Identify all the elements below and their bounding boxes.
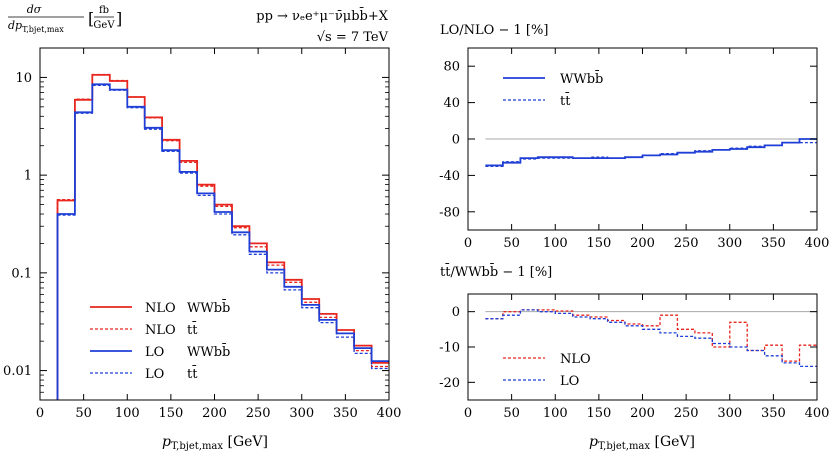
legend-label-ratio2-lo: LO <box>560 374 579 389</box>
ratio2-xtick-label-200: 200 <box>630 406 655 421</box>
legend-label-ratio1-wwbb: WWbb̄ <box>560 70 603 87</box>
main-series-layer <box>56 73 389 400</box>
ratio2-xtick-label-0: 0 <box>464 406 472 421</box>
ratio2-ytick-label-2: -20 <box>439 376 460 391</box>
main-ytick-label-1: 1 <box>24 169 32 184</box>
legend-label-ratio1-tt: tt̄ <box>560 92 571 109</box>
ratio2-series-nlo <box>485 309 817 362</box>
ratio1-xtick-label-0: 0 <box>464 236 472 251</box>
ratio1-ytick-label-1: 40 <box>443 96 460 111</box>
main-xtick-label-350: 350 <box>333 406 358 421</box>
ratio1-xtick-label-50: 50 <box>503 236 520 251</box>
legend-label-lo-tt-b: tt̄ <box>187 365 198 382</box>
main-plot: 0 50 100 150 200 250 300 350 400 10 1 0.1 0.01 NLO W… <box>3 47 402 421</box>
ratio1-series-tt <box>485 141 817 167</box>
ratio1-xtick-label-250: 250 <box>674 236 699 251</box>
process-label: pp → νₑe⁺μ⁻ν̄μbb̄+X <box>256 7 388 24</box>
ratio1-xtick-label-350: 350 <box>761 236 786 251</box>
ylabel-unit-den: GeV <box>93 20 115 31</box>
main-xtick-label-0: 0 <box>36 406 44 421</box>
ratio1-xtick-label-100: 100 <box>543 236 568 251</box>
ylabel-denominator: dpT,bjet,max <box>8 19 64 34</box>
main-xtick-label-200: 200 <box>202 406 227 421</box>
ratio1-ytick-label-2: 0 <box>452 133 460 148</box>
main-ytick-label-3: 0.01 <box>3 364 32 379</box>
legend-label-nlo-tt-a: NLO <box>145 323 176 338</box>
legend-label-lo-wwbb-b: WWbb̄ <box>187 343 230 360</box>
ratio2-xtick-label-250: 250 <box>674 406 699 421</box>
ratio2-xlabel: pT,bjet,max [GeV] <box>589 434 695 452</box>
ratio1-series-wwbb <box>485 138 817 167</box>
main-series-lo-tt <box>56 84 389 400</box>
ratio2-series-layer <box>485 309 817 368</box>
main-ytick-label-2: 0.1 <box>11 266 32 281</box>
ratio2-legend: NLO LO <box>503 352 591 389</box>
ratio2-ticks: 0 50 100 150 200 250 300 350 400 0 -10 -20 <box>439 294 829 421</box>
ratio2-series-lo <box>485 309 817 368</box>
ratio2-title: tt̄/WWbb̄ − 1 [%] <box>440 263 552 280</box>
legend-label-lo-wwbb-a: LO <box>145 345 164 360</box>
main-xtick-label-150: 150 <box>158 406 183 421</box>
ylabel-bracket-right: ] <box>116 9 122 28</box>
ratio2-ytick-label-0: 0 <box>452 305 460 320</box>
main-ylabel: dσ dpT,bjet,max [ fb GeV ] <box>8 3 122 34</box>
ratio1-xtick-label-150: 150 <box>586 236 611 251</box>
ratio2-xtick-label-100: 100 <box>543 406 568 421</box>
ylabel-numerator: dσ <box>27 3 42 16</box>
legend-label-nlo-wwbb-a: NLO <box>145 301 176 316</box>
main-legend: NLO WWbb̄ NLO tt̄ LO WWbb̄ LO tt̄ <box>90 299 230 382</box>
legend-label-ratio2-nlo: NLO <box>560 352 591 367</box>
ratio1-title: LO/NLO − 1 [%] <box>440 23 548 38</box>
main-xtick-label-50: 50 <box>75 406 92 421</box>
energy-label: √s = 7 TeV <box>317 30 389 45</box>
main-ticks: 0 50 100 150 200 250 300 350 400 10 1 0.1 0.01 <box>3 47 402 421</box>
main-xtick-label-300: 300 <box>289 406 314 421</box>
ratio2-xtick-label-350: 350 <box>761 406 786 421</box>
ratio1-ytick-label-3: -40 <box>439 169 460 184</box>
legend-label-nlo-tt-b: tt̄ <box>187 321 198 338</box>
main-series-nlo-tt <box>56 73 389 400</box>
main-xtick-label-250: 250 <box>246 406 271 421</box>
ratio2-xtick-label-50: 50 <box>503 406 520 421</box>
main-xtick-label-400: 400 <box>377 406 402 421</box>
ratio1-legend: WWbb̄ tt̄ <box>503 70 603 109</box>
ratio1-ytick-label-4: -80 <box>439 205 460 220</box>
ratio2-ytick-label-1: -10 <box>439 341 460 356</box>
legend-label-lo-tt-a: LO <box>145 367 164 382</box>
ylabel-unit-num: fb <box>99 5 109 16</box>
legend-label-nlo-wwbb-b: WWbb̄ <box>187 299 230 316</box>
ratio1-xtick-label-200: 200 <box>630 236 655 251</box>
main-ytick-label-0: 10 <box>15 71 32 86</box>
ratio1-xtick-label-400: 400 <box>805 236 830 251</box>
main-xtick-label-100: 100 <box>115 406 140 421</box>
ylabel-bracket-left: [ <box>88 9 94 28</box>
ratio2-xtick-label-150: 150 <box>586 406 611 421</box>
ratio2-plot: 0 50 100 150 200 250 300 350 400 0 -10 -20 NLO LO <box>439 293 829 421</box>
main-xlabel: pT,bjet,max [GeV] <box>162 434 268 452</box>
ratio1-xtick-label-300: 300 <box>717 236 742 251</box>
ratio1-series-layer <box>485 138 817 167</box>
ratio2-xtick-label-300: 300 <box>717 406 742 421</box>
ratio2-xtick-label-400: 400 <box>805 406 830 421</box>
ratio1-ytick-label-0: 80 <box>443 60 460 75</box>
